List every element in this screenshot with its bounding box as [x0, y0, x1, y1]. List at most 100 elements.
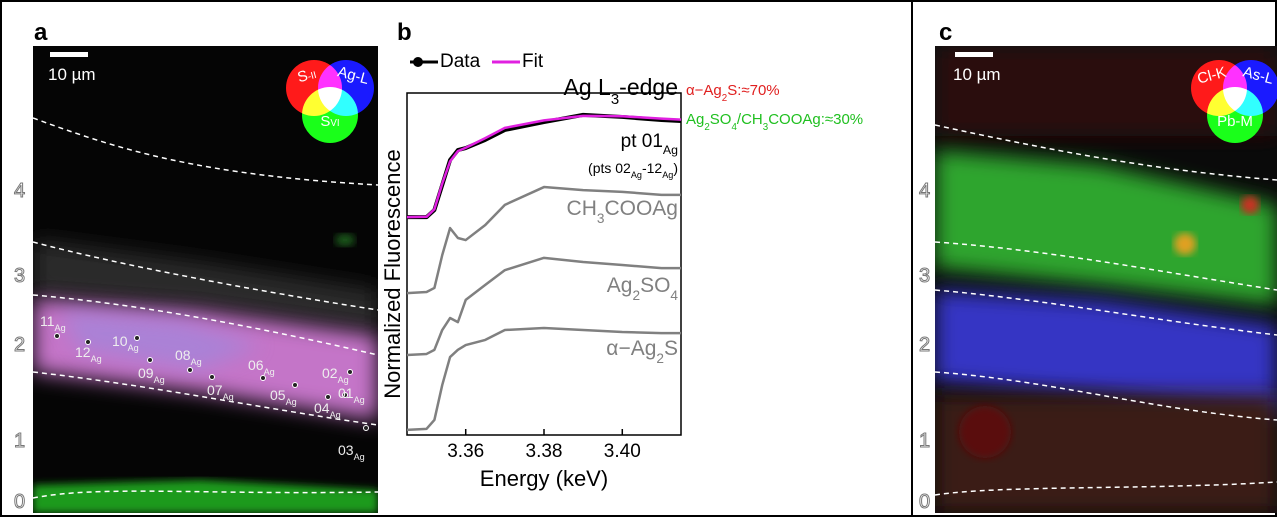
- text-segment: COOAg: [604, 197, 678, 220]
- text-segment: /CH: [737, 111, 763, 128]
- layer-label: 3: [14, 265, 25, 287]
- scale-bar: [50, 52, 88, 57]
- point-label: 07Ag: [207, 382, 234, 402]
- text-segment: Ag: [223, 392, 234, 402]
- text-segment: Pb-M: [1217, 113, 1253, 130]
- legend-marker: [413, 57, 423, 67]
- text-segment: ): [673, 160, 678, 176]
- text-segment: pt 01: [621, 131, 663, 152]
- x-tick-label: 3.40: [604, 441, 641, 462]
- text-segment: 11: [40, 313, 55, 329]
- panel-label: b: [397, 19, 412, 46]
- text-segment: SO: [710, 111, 732, 128]
- x-tick-label: 3.36: [447, 441, 484, 462]
- text-segment: Ag: [607, 274, 633, 297]
- text-segment: 3: [763, 122, 768, 133]
- text-segment: Ag: [686, 111, 704, 128]
- text-segment: 2: [656, 351, 664, 366]
- text-segment: Ag L: [564, 74, 612, 100]
- text-segment: 2: [704, 122, 709, 133]
- text-segment: 2: [722, 93, 727, 104]
- x-tick-label: 3.38: [526, 441, 563, 462]
- point-label: 04Ag: [314, 400, 341, 420]
- scale-bar-label: 10 µm: [953, 65, 1001, 84]
- point-marker: [347, 369, 353, 375]
- point-label: 02Ag: [322, 365, 349, 385]
- text-segment: Ag: [338, 375, 349, 385]
- text-segment: 01: [338, 385, 354, 401]
- scale-bar-label: 10 µm: [48, 65, 96, 84]
- point-label: 09Ag: [138, 365, 165, 385]
- point-marker: [54, 333, 60, 339]
- point-marker: [147, 357, 153, 363]
- layer-label: 2: [919, 334, 930, 356]
- text-segment: 07: [207, 382, 223, 398]
- text-segment: CH: [567, 197, 597, 220]
- text-segment: 4: [670, 288, 678, 303]
- text-segment: Ag: [662, 170, 673, 180]
- venn-label: Cl-K: [1196, 64, 1229, 88]
- layer-label: 1: [919, 430, 930, 452]
- text-segment: 3: [597, 211, 605, 226]
- point-marker: [363, 425, 369, 431]
- text-segment: Ag: [330, 410, 341, 420]
- series-line: [406, 256, 681, 357]
- text-segment: S: [664, 337, 678, 360]
- text-segment: -II: [307, 70, 318, 83]
- legend-label: Data: [440, 51, 481, 72]
- point-marker: [134, 335, 140, 341]
- venn-circle: [1207, 87, 1263, 143]
- text-segment: VI: [330, 118, 339, 129]
- text-segment: Ag: [354, 452, 365, 462]
- text-segment: 4: [731, 122, 737, 133]
- annotation: Ag L3-edge: [564, 74, 678, 108]
- text-segment: Cl-K: [1196, 64, 1229, 88]
- point-label: 11Ag: [40, 313, 66, 333]
- venn-label: S-II: [296, 65, 318, 86]
- series-line: [406, 185, 681, 295]
- point-label: 12Ag: [75, 344, 102, 364]
- text-segment: Ag: [631, 170, 642, 180]
- layer-label: 0: [14, 491, 25, 513]
- scale-bar: [955, 52, 993, 57]
- legend-label: Fit: [522, 51, 544, 72]
- point-marker: [187, 367, 193, 373]
- y-axis-label: Normalized Fluorescence: [380, 149, 405, 398]
- annotation: Ag2SO4/CH3COOAg:≈30%: [686, 111, 863, 133]
- text-segment: -edge: [619, 74, 678, 100]
- text-segment: α−Ag: [686, 82, 722, 99]
- venn: [1191, 60, 1277, 143]
- point-marker: [260, 375, 266, 381]
- panel-label: a: [34, 19, 48, 46]
- text-segment: Ag: [354, 395, 365, 405]
- text-segment: 08: [175, 347, 191, 363]
- text-segment: 2: [632, 288, 640, 303]
- venn: [286, 60, 374, 143]
- series-label: CH3COOAg: [567, 197, 678, 226]
- text-segment: -12: [642, 160, 662, 176]
- text-segment: 05: [270, 387, 286, 403]
- text-segment: Ag: [191, 357, 202, 367]
- text-segment: α−Ag: [606, 337, 656, 360]
- point-marker: [292, 382, 298, 388]
- panel-label: c: [939, 19, 952, 46]
- point-marker: [342, 392, 348, 398]
- text-segment: 03: [338, 442, 354, 458]
- layer-label: 0: [919, 491, 930, 513]
- venn-label: SVI: [320, 113, 339, 130]
- layer-label: 4: [919, 180, 930, 202]
- point-marker: [325, 394, 331, 400]
- venn-circle: [302, 87, 358, 143]
- text-segment: S:≈70%: [727, 82, 779, 99]
- text-segment: 06: [248, 357, 264, 373]
- layer-label: 2: [14, 334, 25, 356]
- layer-label: 3: [919, 265, 930, 287]
- text-segment: Ag: [286, 397, 297, 407]
- text-segment: Ag: [91, 354, 102, 364]
- annotation: pt 01Ag: [621, 131, 678, 157]
- x-axis-label: Energy (keV): [480, 466, 608, 491]
- text-segment: 12: [75, 344, 91, 360]
- text-segment: Ag: [128, 343, 139, 353]
- text-segment: Ag: [154, 375, 165, 385]
